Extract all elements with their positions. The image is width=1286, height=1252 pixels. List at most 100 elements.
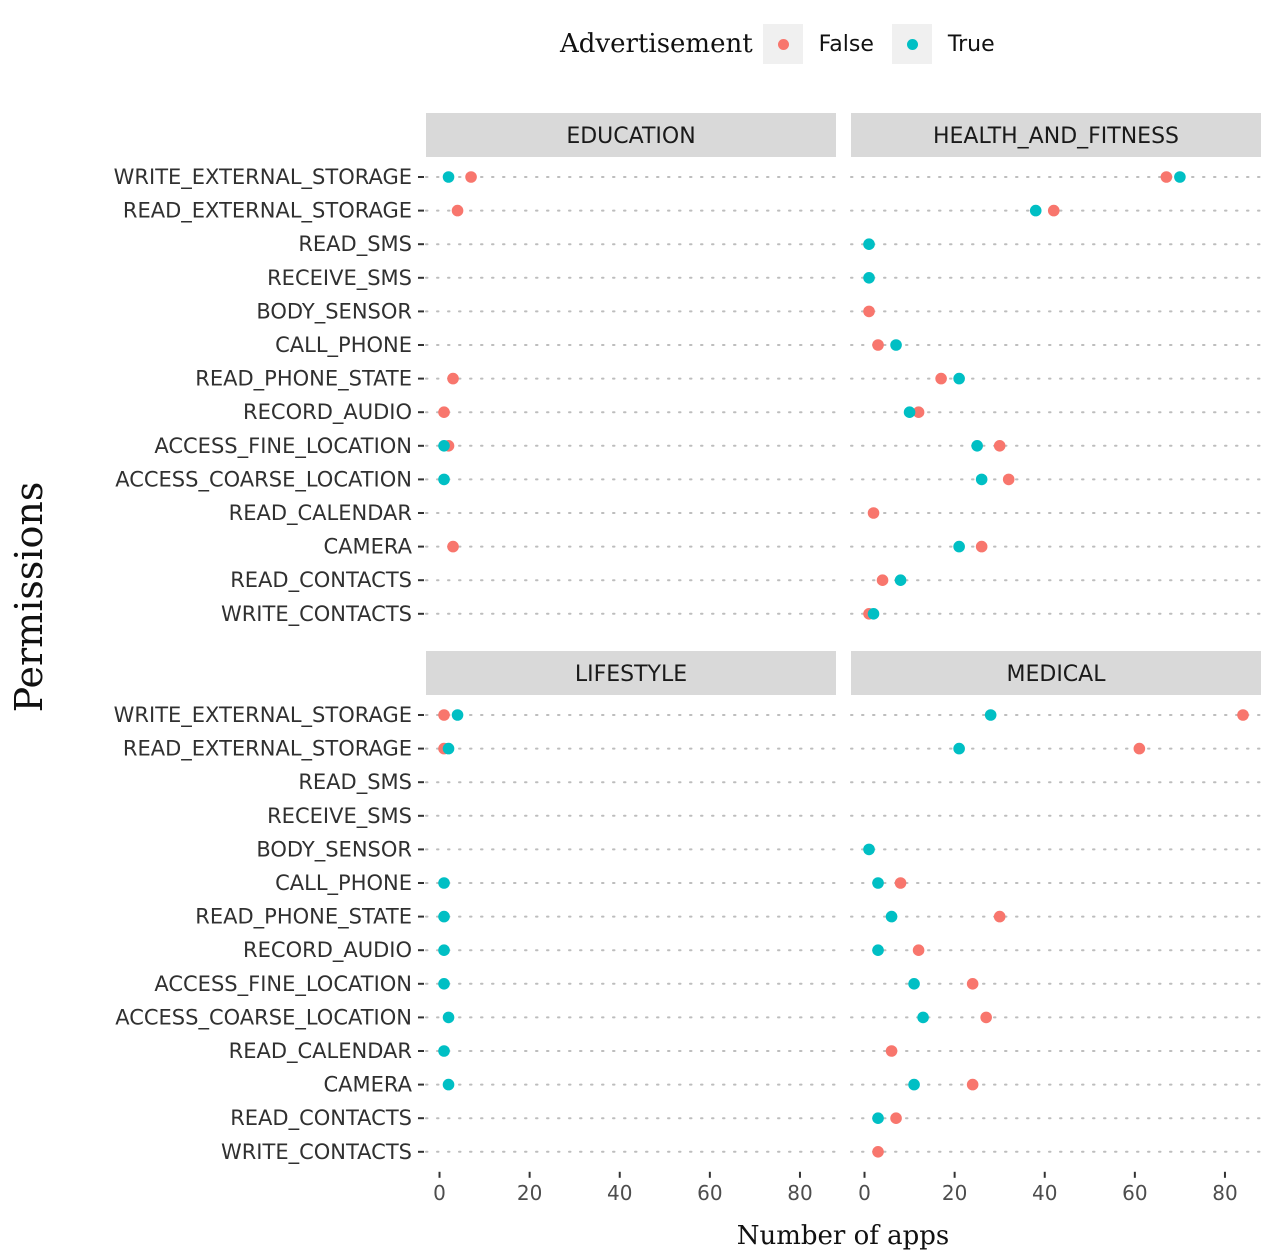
point-health-and-fitness-false: [1160, 171, 1173, 183]
point-medical-false: [885, 1045, 898, 1057]
point-health-and-fitness-true: [867, 608, 880, 620]
y-tick-label: BODY_SENSOR: [256, 299, 412, 324]
y-tick-label: RECORD_AUDIO: [243, 400, 412, 425]
y-tick-label: READ_CONTACTS: [230, 1106, 412, 1131]
legend-label-true: True: [947, 31, 995, 57]
y-tick-label: RECORD_AUDIO: [243, 938, 412, 963]
y-tick-label: ACCESS_FINE_LOCATION: [154, 434, 412, 459]
point-lifestyle-true: [438, 944, 450, 956]
point-lifestyle-true: [451, 709, 464, 721]
point-health-and-fitness-false: [975, 540, 988, 553]
point-medical-false: [872, 1146, 884, 1158]
y-tick-label: RECEIVE_SMS: [267, 266, 412, 291]
legend-label-false: False: [818, 31, 874, 57]
point-lifestyle-true: [438, 978, 450, 990]
x-tick-label: 80: [787, 1181, 812, 1205]
legend: Advertisement False True: [560, 24, 1013, 64]
point-health-and-fitness-true: [953, 372, 965, 385]
strip-label-medical: MEDICAL: [1007, 662, 1107, 687]
point-health-and-fitness-true: [971, 440, 983, 452]
point-health-and-fitness-true: [903, 406, 916, 419]
point-medical-false: [993, 910, 1006, 923]
point-health-and-fitness-false: [863, 305, 875, 318]
y-tick-label: ACCESS_COARSE_LOCATION: [115, 1005, 412, 1030]
point-education-false: [447, 540, 459, 553]
x-tick-label: 40: [1032, 1181, 1057, 1205]
point-medical-true: [863, 843, 875, 856]
point-education-false: [447, 372, 459, 385]
y-tick-label: BODY_SENSOR: [256, 837, 412, 862]
point-medical-true: [984, 709, 997, 721]
point-education-false: [451, 204, 464, 217]
legend-dot-false: [777, 39, 789, 50]
y-tick-label: READ_SMS: [298, 232, 412, 257]
point-lifestyle-true: [438, 877, 450, 889]
x-tick-label: 0: [858, 1181, 871, 1205]
strip-lifestyle: [426, 651, 836, 695]
point-health-and-fitness-false: [935, 372, 947, 385]
strip-label-lifestyle: LIFESTYLE: [575, 662, 687, 687]
y-tick-label: READ_CALENDAR: [229, 501, 412, 526]
x-tick-label: 60: [1122, 1181, 1147, 1205]
point-medical-false: [890, 1112, 902, 1124]
point-medical-true: [908, 1078, 920, 1091]
legend-key-false: [762, 24, 803, 64]
point-health-and-fitness-false: [993, 440, 1006, 452]
y-tick-label: READ_CONTACTS: [230, 568, 412, 593]
point-lifestyle-true: [442, 1011, 455, 1024]
legend-key-true: [891, 24, 932, 64]
point-lifestyle-false: [438, 709, 450, 721]
point-health-and-fitness-true: [894, 574, 907, 586]
y-tick-label: WRITE_CONTACTS: [221, 602, 412, 627]
y-tick-label: CALL_PHONE: [275, 871, 412, 896]
point-health-and-fitness-true: [1029, 204, 1042, 217]
point-health-and-fitness-true: [1174, 171, 1186, 183]
point-medical-false: [1237, 709, 1249, 721]
strip-education: [426, 113, 836, 157]
y-tick-label: READ_PHONE_STATE: [195, 905, 412, 930]
point-health-and-fitness-false: [872, 339, 884, 351]
x-tick-label: 80: [1212, 1181, 1237, 1205]
x-axis-title: Number of apps: [737, 1221, 950, 1251]
strip-label-education: EDUCATION: [566, 124, 695, 149]
point-health-and-fitness-true: [975, 473, 988, 486]
legend-dot-true: [906, 39, 918, 50]
point-medical-true: [917, 1011, 929, 1024]
point-medical-true: [872, 944, 884, 956]
y-tick-label: READ_PHONE_STATE: [195, 367, 412, 392]
y-tick-label: RECEIVE_SMS: [267, 804, 412, 829]
point-health-and-fitness-false: [876, 574, 889, 586]
point-medical-true: [885, 910, 898, 923]
point-education-true: [438, 473, 450, 486]
y-tick-label: READ_CALENDAR: [229, 1039, 412, 1064]
point-medical-false: [966, 1078, 979, 1091]
y-tick-label: ACCESS_FINE_LOCATION: [154, 972, 412, 997]
y-tick-label: CALL_PHONE: [275, 333, 412, 358]
y-tick-label: WRITE_CONTACTS: [221, 1140, 412, 1165]
point-medical-false: [912, 944, 925, 956]
point-health-and-fitness-true: [863, 272, 875, 284]
point-medical-true: [953, 742, 965, 755]
point-lifestyle-true: [442, 1078, 455, 1091]
point-medical-true: [872, 877, 884, 889]
point-medical-true: [872, 1112, 884, 1124]
point-health-and-fitness-true: [890, 339, 902, 351]
y-tick-label: WRITE_EXTERNAL_STORAGE: [114, 165, 412, 190]
x-tick-label: 20: [942, 1181, 967, 1205]
strip-label-health-and-fitness: HEALTH_AND_FITNESS: [933, 124, 1179, 149]
strip-medical: [851, 651, 1261, 695]
point-health-and-fitness-false: [1047, 204, 1060, 217]
y-tick-label: WRITE_EXTERNAL_STORAGE: [114, 703, 412, 728]
point-education-false: [465, 171, 477, 183]
y-tick-label: CAMERA: [323, 1073, 412, 1097]
point-lifestyle-true: [438, 910, 450, 923]
y-tick-label: CAMERA: [323, 535, 412, 559]
point-health-and-fitness-true: [953, 540, 965, 553]
y-tick-label: READ_EXTERNAL_STORAGE: [123, 199, 412, 224]
point-health-and-fitness-false: [1002, 473, 1015, 486]
point-health-and-fitness-false: [912, 406, 925, 419]
point-medical-false: [980, 1011, 992, 1024]
x-tick-label: 60: [697, 1181, 722, 1205]
point-health-and-fitness-false: [867, 507, 880, 519]
